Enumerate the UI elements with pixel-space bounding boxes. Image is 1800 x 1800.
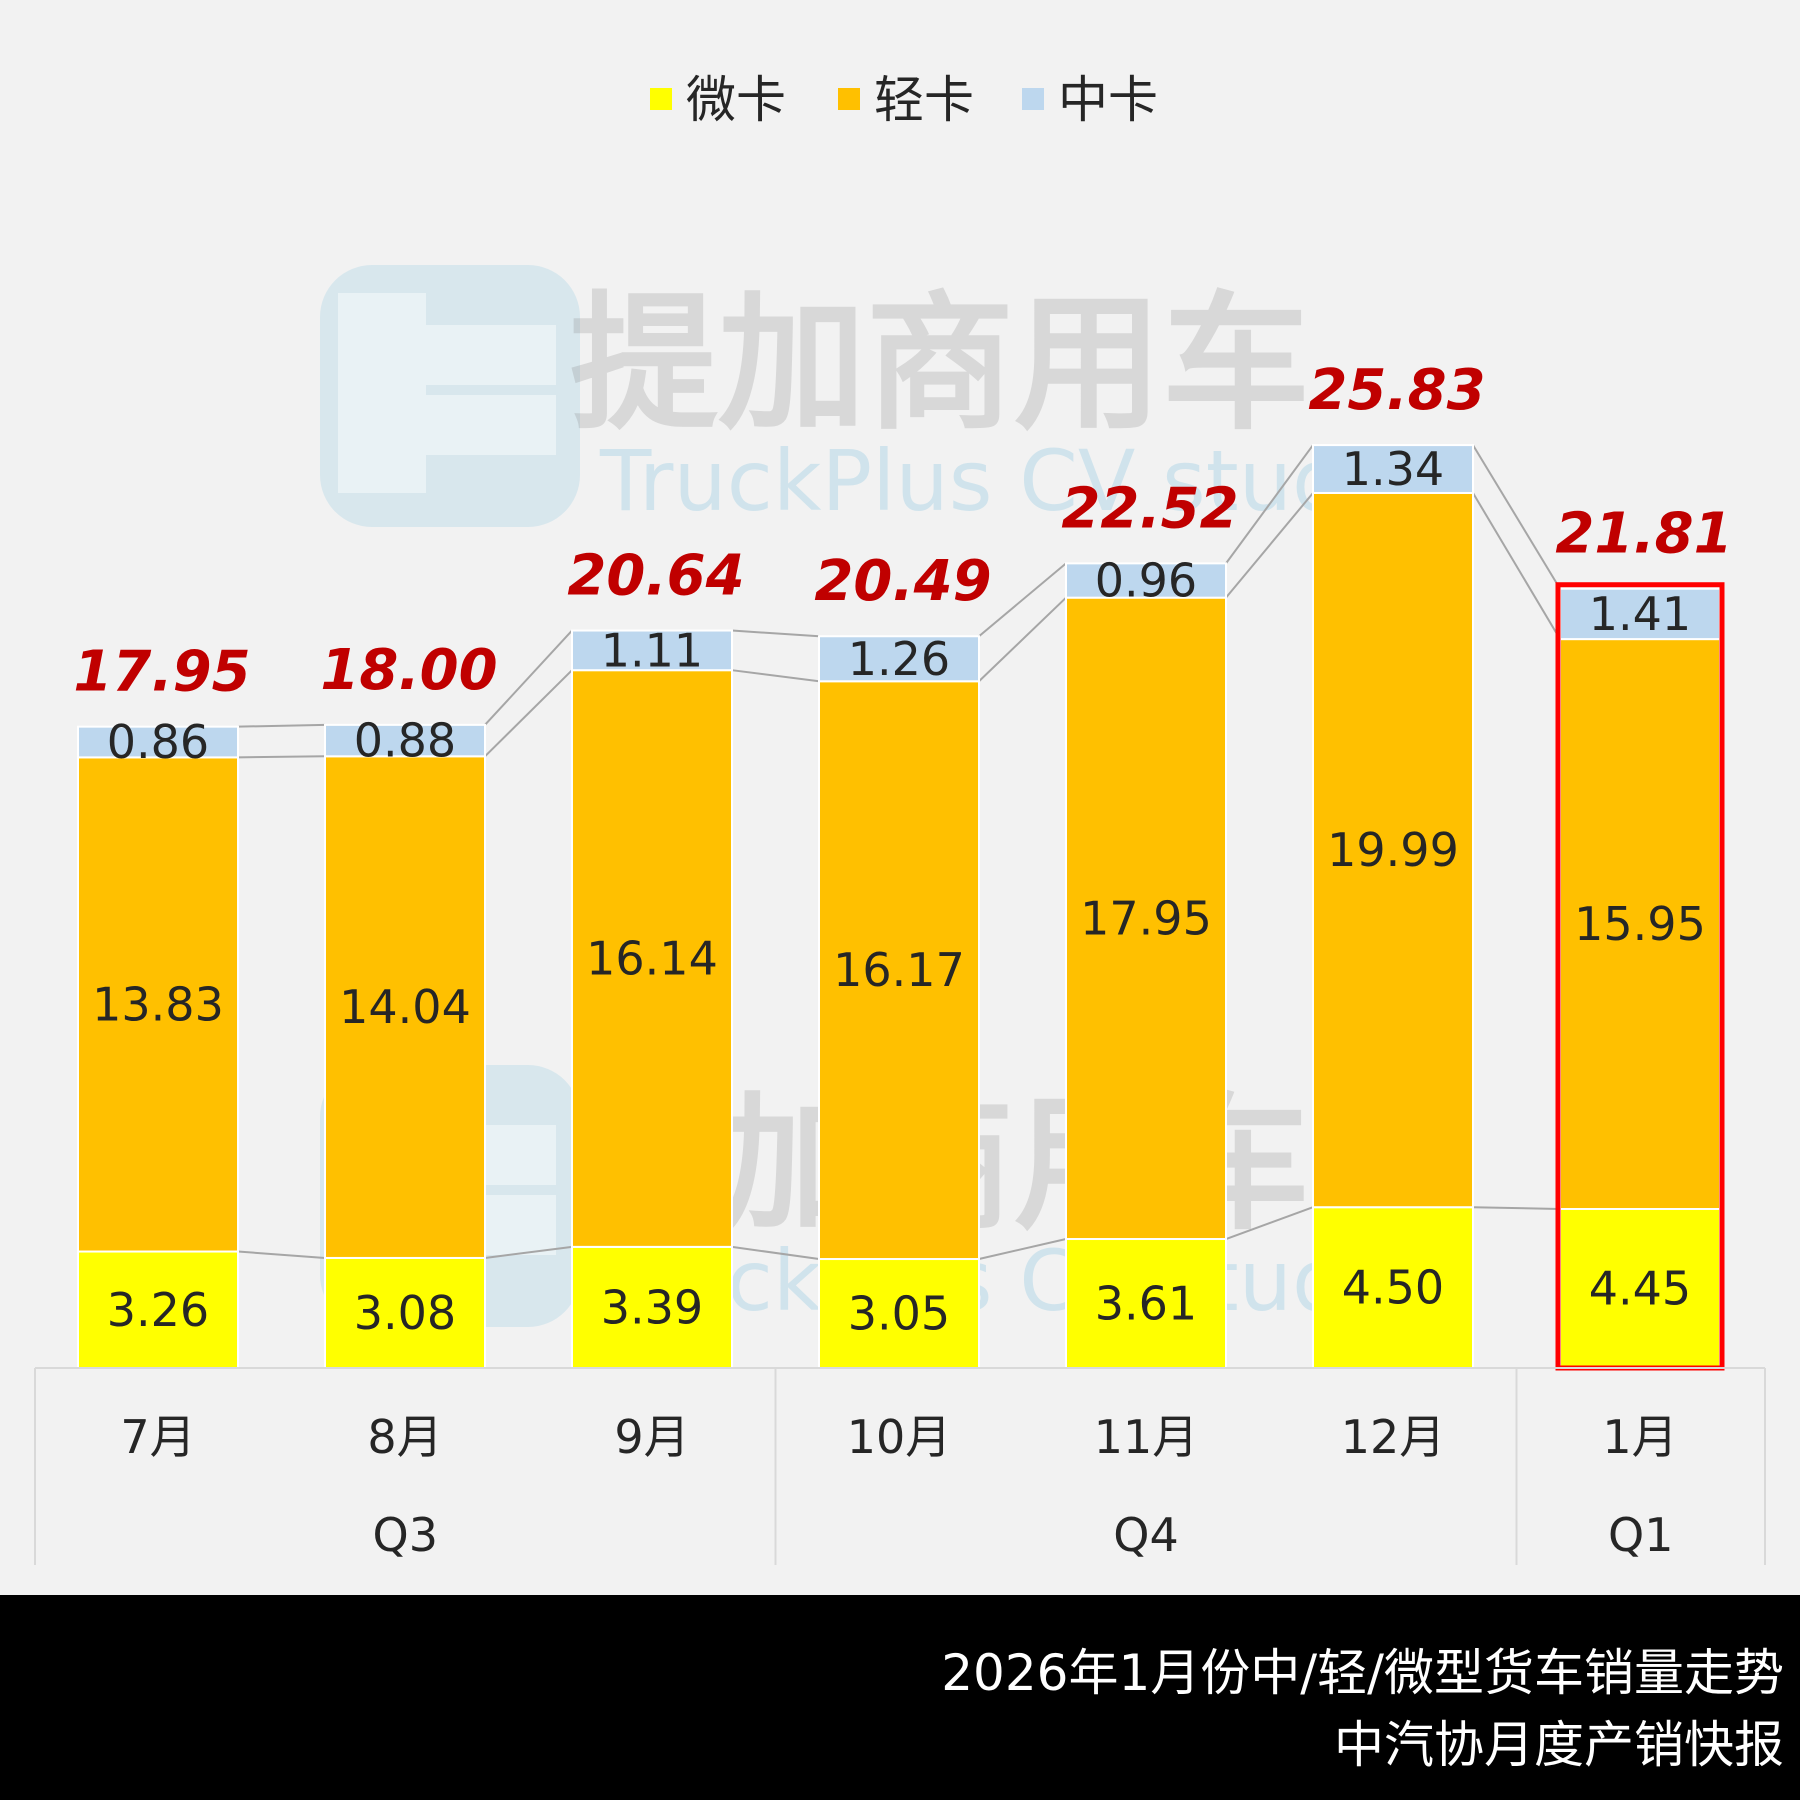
value-label: 17.95 xyxy=(1080,891,1212,945)
category-tick-label: 1月 xyxy=(1602,1410,1677,1464)
series-connector-line xyxy=(1472,492,1561,640)
bar-segment xyxy=(1312,491,1474,1209)
bar-segment xyxy=(1559,1208,1721,1369)
total-label: 20.49 xyxy=(814,549,991,614)
series-connector-line xyxy=(484,1245,573,1259)
series-connector-line xyxy=(978,596,1067,682)
bar-segment xyxy=(77,756,239,1253)
quarter-group-label: Q1 xyxy=(1608,1508,1673,1562)
bar-segment xyxy=(818,680,980,1261)
bar-segment xyxy=(1065,562,1227,599)
legend: 微卡 轻卡 中卡 xyxy=(650,71,1158,129)
series-connector-line xyxy=(731,669,820,683)
value-label: 14.04 xyxy=(339,980,471,1034)
value-label: 4.45 xyxy=(1589,1262,1691,1316)
bar-segment xyxy=(1312,444,1474,494)
bar-segment xyxy=(77,725,239,759)
series-connector-lines xyxy=(237,444,1561,1261)
series-connector-line xyxy=(1225,444,1314,564)
series-connector-line xyxy=(237,1250,326,1259)
category-tick-label: 9月 xyxy=(614,1410,689,1464)
value-label: 0.86 xyxy=(107,715,209,769)
series-connector-line xyxy=(978,562,1067,638)
value-label: 1.26 xyxy=(848,632,950,686)
bar-segment xyxy=(571,669,733,1248)
value-label: 0.88 xyxy=(354,714,456,768)
value-label: 16.17 xyxy=(833,943,965,997)
total-labels: 17.95 18.00 20.64 20.49 22.52 25.83 21.81 xyxy=(73,358,1732,705)
value-label: 1.41 xyxy=(1589,587,1691,641)
value-label: 0.96 xyxy=(1095,554,1197,608)
watermark-logo-bar-icon xyxy=(338,293,426,493)
value-label: 3.08 xyxy=(354,1286,456,1340)
category-tick-label: 11月 xyxy=(1094,1410,1199,1464)
bar-segment xyxy=(324,723,486,758)
series-connector-line xyxy=(1225,492,1314,599)
value-label: 19.99 xyxy=(1327,823,1459,877)
total-label: 17.95 xyxy=(73,640,250,705)
series-connector-line xyxy=(237,755,326,759)
value-label: 15.95 xyxy=(1574,897,1706,951)
total-label: 22.52 xyxy=(1061,476,1238,541)
bar-segment xyxy=(1559,587,1721,641)
bar-segment xyxy=(77,1250,239,1369)
series-connector-line xyxy=(237,723,326,728)
category-tick-label: 12月 xyxy=(1341,1410,1446,1464)
legend-swatch-icon xyxy=(650,88,672,110)
legend-label: 中卡 xyxy=(1058,71,1158,129)
footer-source: 中汽协月度产销快报 xyxy=(1334,1716,1784,1774)
total-label: 21.81 xyxy=(1555,502,1732,567)
value-label: 3.39 xyxy=(601,1280,703,1334)
bar-segment xyxy=(818,635,980,683)
value-label: 4.50 xyxy=(1342,1261,1444,1315)
legend-label: 轻卡 xyxy=(874,71,974,129)
value-label: 16.14 xyxy=(586,932,718,986)
bar-segment xyxy=(1065,596,1227,1241)
bar-segment xyxy=(1559,638,1721,1211)
footer-title: 2026年1月份中/轻/微型货车销量走势 xyxy=(941,1644,1784,1702)
total-label: 18.00 xyxy=(320,638,497,703)
series-connector-line xyxy=(731,1245,820,1261)
value-label: 1.11 xyxy=(601,623,703,677)
series-connector-line xyxy=(484,629,573,726)
series-connector-line xyxy=(731,629,820,638)
legend-swatch-icon xyxy=(1022,88,1044,110)
quarter-group-label: Q4 xyxy=(1113,1508,1178,1562)
value-label: 3.61 xyxy=(1095,1277,1197,1331)
series-connector-line xyxy=(1472,444,1561,590)
value-label: 3.26 xyxy=(107,1283,209,1337)
watermark-subtitle: TruckPlus CV studio xyxy=(599,432,1420,530)
value-label: 13.83 xyxy=(92,977,224,1031)
category-tick-label: 10月 xyxy=(847,1410,952,1464)
total-label: 25.83 xyxy=(1308,358,1485,423)
bar-segment xyxy=(571,629,733,672)
bar-segment xyxy=(324,755,486,1259)
series-connector-line xyxy=(1472,1206,1561,1211)
footer-banner: 2026年1月份中/轻/微型货车销量走势 中汽协月度产销快报 xyxy=(0,1595,1800,1800)
watermark-brand: 提加商用车 xyxy=(570,278,1310,450)
category-tick-label: 8月 xyxy=(367,1410,442,1464)
series-connector-line xyxy=(1225,1206,1314,1240)
value-label: 3.05 xyxy=(848,1287,950,1341)
series-connector-line xyxy=(978,1238,1067,1260)
series-connector-line xyxy=(484,669,573,758)
watermark-logo-icon xyxy=(320,265,580,527)
value-label: 1.34 xyxy=(1342,442,1444,496)
legend-swatch-icon xyxy=(838,88,860,110)
category-tick-label: 7月 xyxy=(120,1410,195,1464)
category-axis: 7月 8月 9月 10月 11月 12月 1月 Q3 Q4 Q1 xyxy=(34,1367,1766,1565)
value-labels: 3.26 3.08 3.39 3.05 3.61 4.50 4.45 13.83 14.04 16… xyxy=(92,442,1706,1340)
quarter-group-label: Q3 xyxy=(373,1508,438,1562)
watermark-logo-block-icon xyxy=(426,395,556,455)
bar-segment xyxy=(324,1256,486,1370)
legend-label: 微卡 xyxy=(686,71,786,129)
bars xyxy=(77,444,1721,1370)
watermark-logo-block-icon xyxy=(426,325,556,385)
total-label: 20.64 xyxy=(567,544,744,609)
